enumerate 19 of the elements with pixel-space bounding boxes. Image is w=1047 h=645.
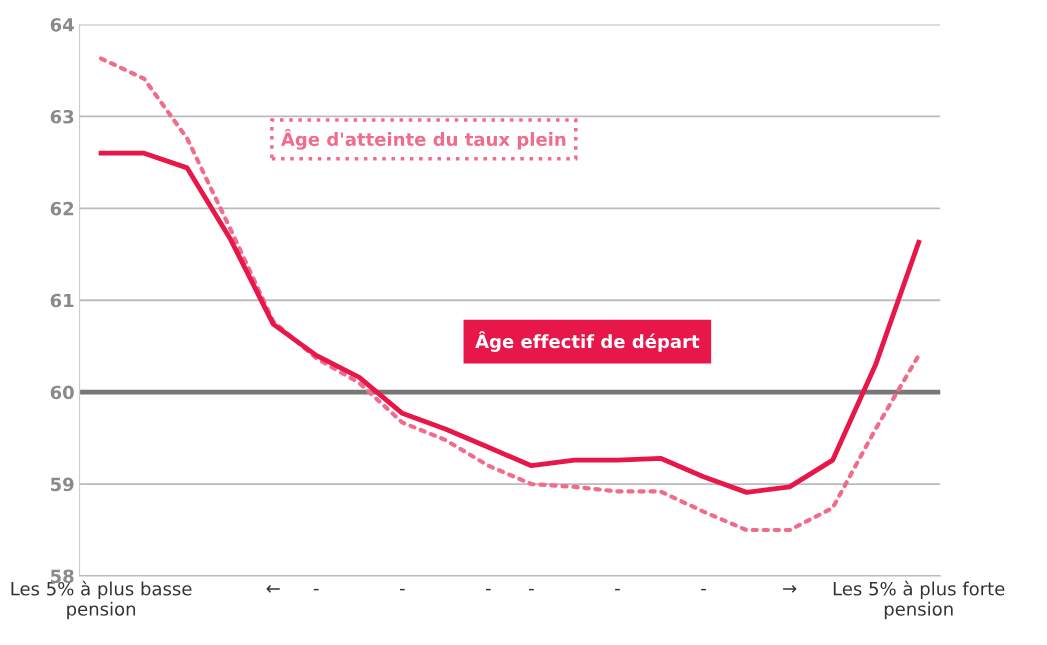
y-tick-label: 61 [50, 293, 74, 308]
x-tick-label: → [783, 585, 797, 593]
x-tick-label: - [615, 588, 620, 591]
x-tick-label: - [529, 588, 534, 591]
x-tick-label: - [313, 588, 319, 591]
y-tick-label: 59 [50, 477, 74, 492]
y-tick-label: 62 [50, 201, 74, 216]
y-tick-label: 60 [50, 385, 74, 400]
text: Âge d'atteinte du taux plein [280, 129, 566, 150]
x-tick-label: - [486, 588, 491, 591]
text: Âge effectif de départ [475, 331, 700, 352]
x-tick-label: - [701, 588, 706, 591]
line-series [99, 56, 921, 533]
x-tick-label: ← [266, 585, 280, 593]
line-series [98, 150, 922, 495]
y-tick-label: 64 [50, 17, 74, 32]
y-tick-label: 63 [50, 109, 74, 124]
x-tick-label: - [399, 588, 405, 591]
x-tick-label: Les 5% à plus forte pension [833, 580, 1005, 620]
